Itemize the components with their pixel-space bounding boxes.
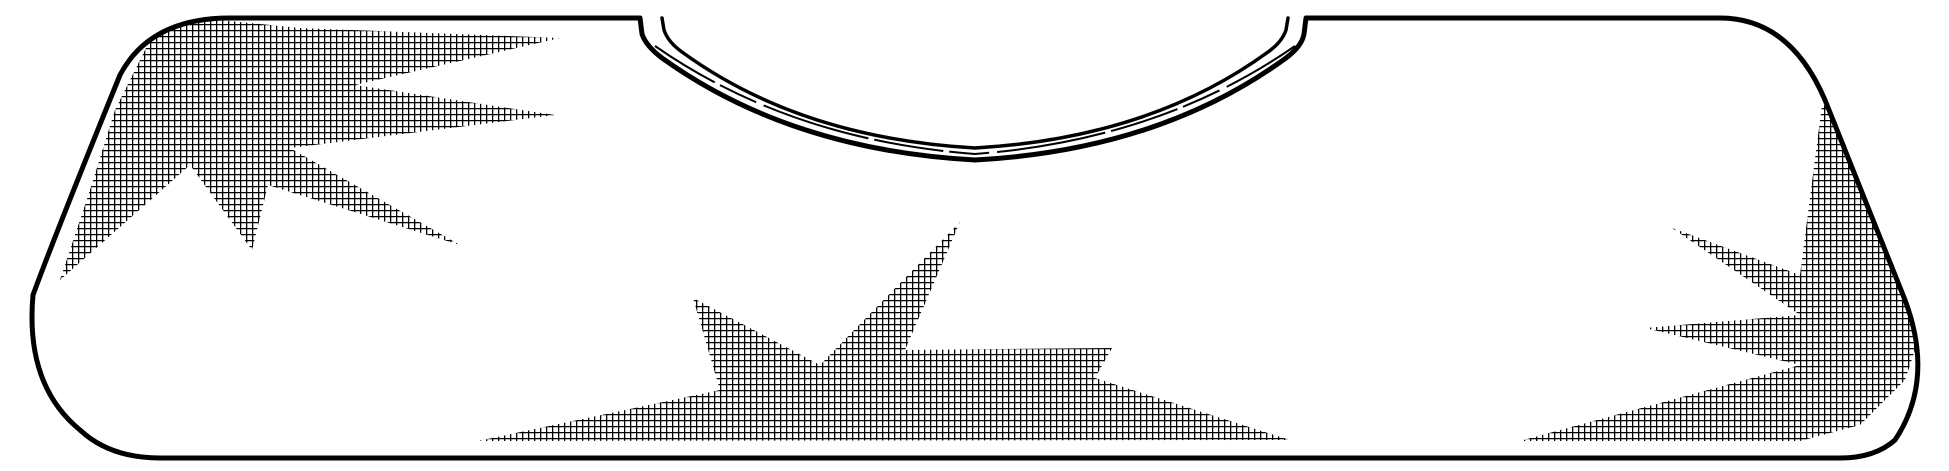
neckline-stitch-line	[655, 46, 1295, 154]
star-bottom-center	[478, 222, 1290, 441]
star-top-left	[60, 18, 560, 280]
neckline-inner-edge	[662, 18, 1288, 148]
star-print	[60, 18, 1925, 441]
star-right-edge	[1520, 105, 1925, 441]
